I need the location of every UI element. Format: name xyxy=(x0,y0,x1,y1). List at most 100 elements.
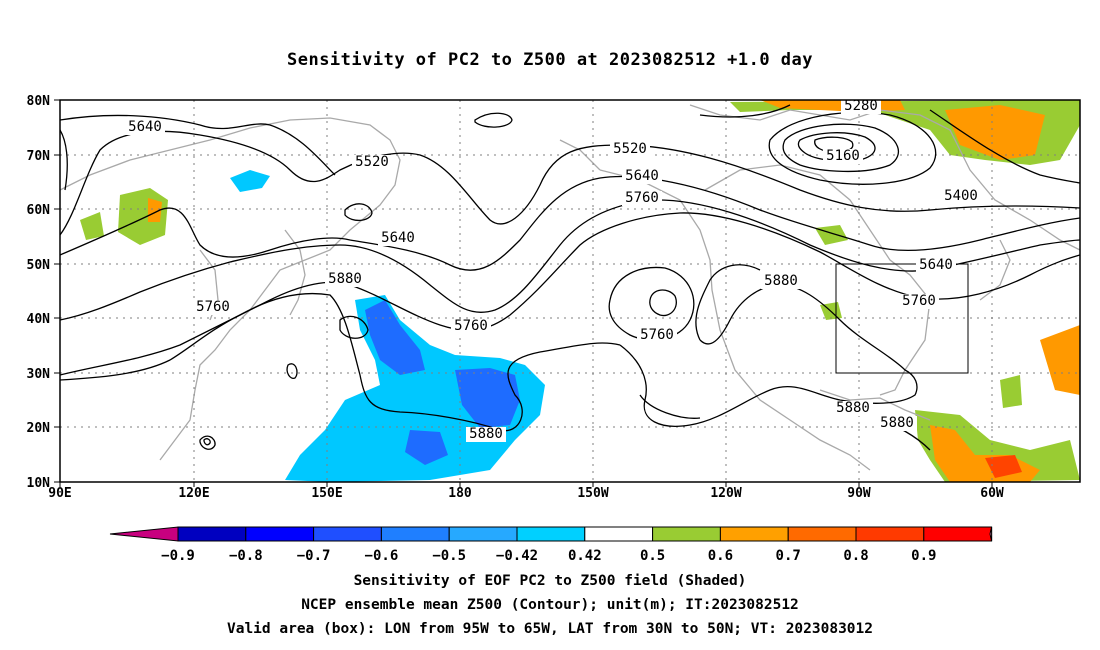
colorbar-low-triangle xyxy=(109,526,179,542)
lat-label: 60N xyxy=(27,203,51,218)
colorbar-tick-label: −0.9 xyxy=(161,548,195,564)
contour-label-bg xyxy=(622,169,662,184)
contour-label-bg xyxy=(378,231,418,246)
contour-label-bg xyxy=(466,427,506,442)
footer-line-2: NCEP ensemble mean Z500 (Contour); unit(… xyxy=(301,597,799,613)
contour-label: 5640 xyxy=(919,257,953,273)
contour-label: 5880 xyxy=(880,415,914,431)
contour-label-bg xyxy=(325,272,365,287)
contour-label-bg xyxy=(823,149,863,164)
lat-label: 80N xyxy=(27,94,51,109)
contour-label: 5640 xyxy=(381,230,415,246)
contour-label-bg xyxy=(841,99,881,114)
lon-label: 150W xyxy=(577,486,608,500)
colorbar-segment xyxy=(516,526,586,542)
shade-pos-atlantic-green xyxy=(1000,375,1022,408)
colorbar-tick-label: 0.5 xyxy=(640,548,665,564)
shade-neg-core-3 xyxy=(405,430,448,465)
colorbar-tick-label: −0.5 xyxy=(432,548,466,564)
shade-pos-atlantic xyxy=(1040,325,1080,395)
lon-label: 120E xyxy=(178,486,209,500)
shade-neg-core-1 xyxy=(365,300,425,375)
colorbar-tick-label: −0.7 xyxy=(297,548,331,564)
colorbar-segment xyxy=(313,526,382,542)
contour-label-bg xyxy=(125,120,165,135)
colorbar-tick-label: −0.6 xyxy=(365,548,399,564)
contour-label: 5760 xyxy=(640,327,674,343)
colorbar-segment xyxy=(652,526,721,542)
contour-label: 5760 xyxy=(454,318,488,334)
lat-label: 30N xyxy=(27,367,51,382)
contour-label-bg xyxy=(877,416,917,431)
colorbar-segment xyxy=(787,526,857,542)
shade-pos-west xyxy=(80,212,104,240)
lat-label: 40N xyxy=(27,312,51,327)
shade-pos-gulf xyxy=(815,225,848,245)
colorbar-segment xyxy=(245,526,315,542)
lon-label: 90W xyxy=(847,486,871,500)
map-panel: 5640 5520 5520 5640 5760 5640 5760 5880 5760 5760… xyxy=(27,94,1081,500)
lat-label: 50N xyxy=(27,258,51,273)
contour-label-bg xyxy=(916,258,956,273)
sensitivity-shading xyxy=(80,100,1080,482)
contour-label: 5160 xyxy=(826,148,860,164)
lon-label: 120W xyxy=(710,486,741,500)
contour-label: 5880 xyxy=(764,273,798,289)
shade-pos-siberia-core xyxy=(148,198,162,222)
contour-label-bg xyxy=(899,294,939,309)
contour-label: 5520 xyxy=(355,154,389,170)
colorbar-tick-label: −0.8 xyxy=(229,548,263,564)
contour-label: 5520 xyxy=(613,141,647,157)
contour-label-bg xyxy=(761,274,801,289)
colorbar-tick-label: 0.6 xyxy=(708,548,733,564)
shade-neg-asia xyxy=(230,170,270,192)
colorbar-segment xyxy=(380,526,450,542)
longitude-labels: 90E 120E 150E 180 150W 120W 90W 60W xyxy=(48,482,1004,500)
contour-label: 5880 xyxy=(469,426,503,442)
contour-label-bg xyxy=(833,401,873,416)
colorbar-tick-label: −0.42 xyxy=(496,548,538,564)
contour-label: 5760 xyxy=(625,190,659,206)
colorbar-segment xyxy=(923,526,993,542)
lon-label: 60W xyxy=(980,486,1004,500)
contour-label: 5880 xyxy=(836,400,870,416)
contour-label: 5880 xyxy=(328,271,362,287)
shade-pos-arctic-orange xyxy=(945,105,1045,160)
colorbar-tick-label: 0.8 xyxy=(843,548,868,564)
footer-line-1: Sensitivity of EOF PC2 to Z500 field (Sh… xyxy=(353,573,747,589)
lon-label: 180 xyxy=(448,486,472,500)
contour-label-bg xyxy=(622,191,662,206)
contour-label-bg xyxy=(352,155,392,170)
colorbar-segment xyxy=(448,526,518,542)
contour-labels: 5640 5520 5520 5640 5760 5640 5760 5880 5760 5760… xyxy=(125,98,981,442)
contour-label-bg xyxy=(637,328,677,343)
contour-label: 5640 xyxy=(625,168,659,184)
map-frame xyxy=(59,99,1081,483)
colorbar-segment xyxy=(719,526,789,542)
shade-neg-core-2 xyxy=(455,368,520,428)
page-title: Sensitivity of PC2 to Z500 at 2023082512… xyxy=(286,50,813,70)
lon-label: 90E xyxy=(48,486,71,500)
contour-label: 5400 xyxy=(944,188,978,204)
colorbar-segment xyxy=(855,526,925,542)
footer-line-3: Valid area (box): LON from 95W to 65W, L… xyxy=(226,621,873,637)
contour-label-bg xyxy=(451,319,491,334)
contour-label: 5760 xyxy=(196,299,230,315)
colorbar-high-triangle xyxy=(989,526,993,542)
colorbar-tick-label: 0.7 xyxy=(776,548,801,564)
latitude-labels: 80N 70N 60N 50N 40N 30N 20N 10N xyxy=(27,94,60,491)
contour-label-bg xyxy=(193,300,233,315)
colorbar-segment xyxy=(584,526,654,542)
contour-label: 5640 xyxy=(128,119,162,135)
lon-label: 150E xyxy=(311,486,342,500)
lat-label: 10N xyxy=(27,476,51,491)
lat-label: 20N xyxy=(27,421,51,436)
contour-label-bg xyxy=(610,142,650,157)
z500-contours xyxy=(60,104,1080,451)
colorbar-tick-label: 0.42 xyxy=(568,548,602,564)
colorbar-segment xyxy=(177,526,247,542)
colorbar: −0.9 −0.8 −0.7 −0.6 −0.5 −0.42 0.42 0.5 0.6 0.7 0.… xyxy=(109,526,993,564)
shade-pos-caribbean-red xyxy=(985,455,1022,478)
grid-lines xyxy=(60,100,1080,482)
contour-label: 5280 xyxy=(844,98,878,114)
